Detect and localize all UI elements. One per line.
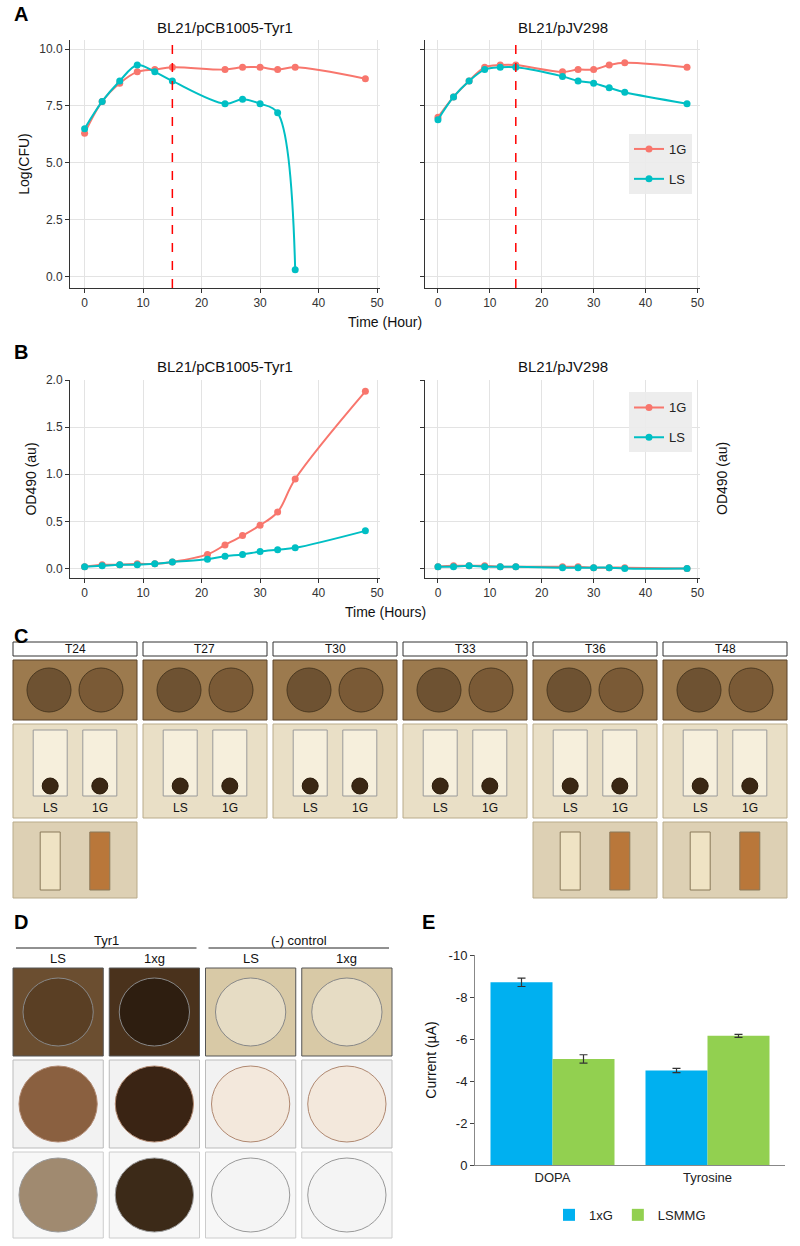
- svg-text:T36: T36: [585, 642, 606, 656]
- svg-text:D: D: [14, 911, 28, 933]
- svg-text:1xG: 1xG: [589, 1208, 613, 1223]
- svg-text:10: 10: [136, 296, 150, 310]
- svg-text:1G: 1G: [92, 801, 108, 815]
- svg-text:BL21/pJV298: BL21/pJV298: [518, 19, 608, 36]
- svg-text:50: 50: [691, 296, 705, 310]
- svg-text:LS: LS: [173, 801, 188, 815]
- svg-text:LS: LS: [303, 801, 318, 815]
- svg-text:1G: 1G: [482, 801, 498, 815]
- svg-text:A: A: [14, 3, 28, 25]
- svg-text:0: 0: [81, 586, 88, 600]
- svg-text:0: 0: [435, 586, 442, 600]
- svg-text:10: 10: [483, 586, 497, 600]
- svg-text:1G: 1G: [352, 801, 368, 815]
- svg-text:T30: T30: [325, 642, 346, 656]
- svg-text:Log(CFU): Log(CFU): [16, 133, 32, 194]
- svg-text:50: 50: [370, 586, 384, 600]
- svg-text:Tyrosine: Tyrosine: [683, 1170, 732, 1185]
- svg-text:-6: -6: [456, 1032, 468, 1047]
- svg-text:1G: 1G: [612, 801, 628, 815]
- svg-text:-8: -8: [456, 990, 468, 1005]
- svg-text:T27: T27: [194, 642, 215, 656]
- svg-text:T48: T48: [715, 642, 736, 656]
- svg-text:LS: LS: [669, 430, 685, 445]
- svg-text:1.0: 1.0: [46, 467, 63, 481]
- svg-text:2.5: 2.5: [46, 213, 63, 227]
- svg-text:30: 30: [587, 586, 601, 600]
- svg-text:B: B: [14, 341, 28, 363]
- svg-text:C: C: [14, 625, 28, 647]
- svg-text:1xg: 1xg: [336, 951, 357, 966]
- svg-text:40: 40: [312, 586, 326, 600]
- svg-text:0.5: 0.5: [46, 515, 63, 529]
- svg-text:1G: 1G: [742, 801, 758, 815]
- svg-text:-4: -4: [456, 1074, 468, 1089]
- svg-text:30: 30: [253, 586, 267, 600]
- svg-text:40: 40: [639, 296, 653, 310]
- svg-text:T24: T24: [65, 642, 86, 656]
- svg-text:40: 40: [312, 296, 326, 310]
- svg-text:30: 30: [587, 296, 601, 310]
- svg-text:Time (Hours): Time (Hours): [345, 604, 426, 620]
- svg-text:1G: 1G: [669, 400, 686, 415]
- svg-text:LS: LS: [693, 801, 708, 815]
- svg-text:(-) control: (-) control: [271, 933, 327, 948]
- svg-text:10: 10: [136, 586, 150, 600]
- svg-text:50: 50: [691, 586, 705, 600]
- svg-text:0.0: 0.0: [46, 270, 63, 284]
- svg-text:1G: 1G: [222, 801, 238, 815]
- svg-text:OD490 (au): OD490 (au): [714, 442, 730, 515]
- svg-text:BL21/pJV298: BL21/pJV298: [518, 358, 608, 375]
- svg-text:7.5: 7.5: [46, 99, 63, 113]
- svg-text:0.0: 0.0: [46, 562, 63, 576]
- svg-text:0: 0: [81, 296, 88, 310]
- svg-text:2.0: 2.0: [46, 373, 63, 387]
- svg-text:-10: -10: [449, 948, 468, 963]
- svg-text:0: 0: [435, 296, 442, 310]
- svg-text:LS: LS: [563, 801, 578, 815]
- svg-text:LSMMG: LSMMG: [658, 1208, 706, 1223]
- svg-text:1xg: 1xg: [144, 951, 165, 966]
- svg-text:1.5: 1.5: [46, 420, 63, 434]
- svg-text:LS: LS: [243, 951, 259, 966]
- svg-text:40: 40: [639, 586, 653, 600]
- svg-text:20: 20: [195, 296, 209, 310]
- svg-text:LS: LS: [433, 801, 448, 815]
- svg-text:Tyr1: Tyr1: [94, 933, 119, 948]
- svg-text:LS: LS: [43, 801, 58, 815]
- svg-text:Current (µA): Current (µA): [423, 1021, 439, 1098]
- svg-text:0: 0: [460, 1158, 467, 1173]
- svg-text:5.0: 5.0: [46, 156, 63, 170]
- svg-text:10: 10: [483, 296, 497, 310]
- svg-text:BL21/pCB1005-Tyr1: BL21/pCB1005-Tyr1: [157, 19, 293, 36]
- svg-text:DOPA: DOPA: [535, 1170, 571, 1185]
- svg-text:BL21/pCB1005-Tyr1: BL21/pCB1005-Tyr1: [157, 358, 293, 375]
- svg-text:10.0: 10.0: [39, 42, 63, 56]
- svg-text:OD490 (au): OD490 (au): [23, 442, 39, 515]
- svg-text:30: 30: [253, 296, 267, 310]
- svg-text:20: 20: [535, 586, 549, 600]
- svg-text:1G: 1G: [669, 142, 686, 157]
- svg-text:20: 20: [195, 586, 209, 600]
- svg-text:-2: -2: [456, 1116, 468, 1131]
- svg-text:T33: T33: [455, 642, 476, 656]
- svg-text:50: 50: [370, 296, 384, 310]
- svg-text:LS: LS: [50, 951, 66, 966]
- svg-text:E: E: [422, 911, 435, 933]
- svg-text:Time (Hour): Time (Hour): [348, 314, 422, 330]
- svg-text:LS: LS: [669, 172, 685, 187]
- svg-text:20: 20: [535, 296, 549, 310]
